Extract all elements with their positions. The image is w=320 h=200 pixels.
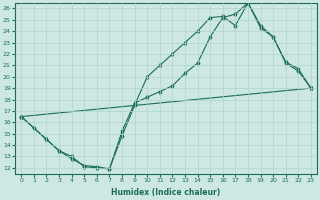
X-axis label: Humidex (Indice chaleur): Humidex (Indice chaleur) (111, 188, 221, 197)
